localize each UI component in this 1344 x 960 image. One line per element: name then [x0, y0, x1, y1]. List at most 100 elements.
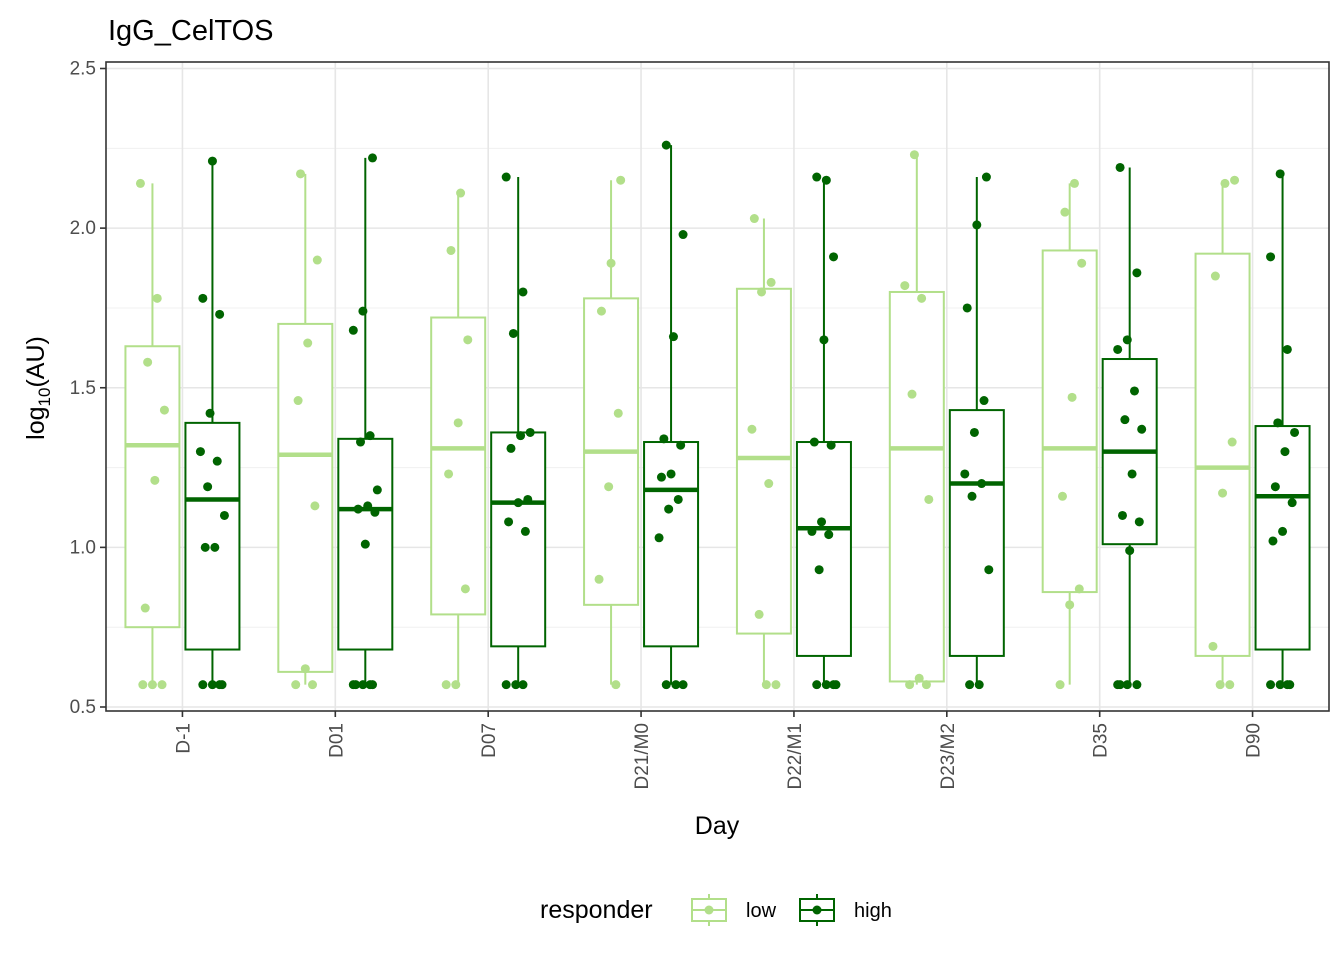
box-low-D35 [1041, 183, 1098, 685]
box-low-D90 [1194, 180, 1251, 685]
data-point [1220, 178, 1230, 188]
data-point [1122, 335, 1132, 345]
data-point [293, 396, 303, 406]
box-body [948, 409, 1005, 657]
data-point [909, 150, 919, 160]
data-point [747, 424, 757, 434]
data-point [829, 252, 839, 262]
data-point [668, 332, 678, 342]
data-point [215, 309, 225, 319]
data-point [611, 680, 621, 690]
data-point [1287, 498, 1297, 508]
box-low-D01 [277, 173, 334, 685]
data-point [921, 680, 931, 690]
data-point [962, 303, 972, 313]
data-point [520, 526, 530, 536]
legend-title: responder [540, 896, 653, 924]
data-point [501, 172, 511, 182]
data-point [613, 408, 623, 418]
legend-label-low: low [746, 900, 777, 922]
box-low-D-1 [124, 183, 181, 685]
legend-key-point [812, 905, 822, 915]
data-point [984, 565, 994, 575]
data-point [368, 153, 378, 163]
data-point [504, 517, 514, 527]
data-point [370, 507, 380, 517]
data-point [365, 680, 375, 690]
data-point [981, 172, 991, 182]
y-tick-label: 2.0 [70, 218, 96, 239]
data-point [659, 434, 669, 444]
data-point [965, 680, 975, 690]
data-point [656, 472, 666, 482]
data-point [661, 140, 671, 150]
y-axis-title-rest: (AU) [22, 336, 50, 387]
data-point [312, 255, 322, 265]
y-tick-label: 1.5 [70, 378, 96, 399]
data-point [444, 469, 454, 479]
box-body [490, 431, 547, 648]
box-low-D07 [430, 193, 487, 685]
data-point [977, 479, 987, 489]
data-point [1266, 680, 1276, 690]
data-point [1069, 178, 1079, 188]
box-body [124, 345, 181, 629]
data-point [829, 680, 839, 690]
data-point [764, 479, 774, 489]
data-point [207, 680, 217, 690]
data-point [1132, 268, 1142, 278]
data-point [616, 175, 626, 185]
data-point [1065, 600, 1075, 610]
data-point [525, 427, 535, 437]
data-point [676, 440, 686, 450]
data-point [1270, 482, 1280, 492]
data-point [817, 517, 827, 527]
data-point [198, 680, 208, 690]
box-high-D35 [1101, 167, 1158, 685]
data-point [1278, 526, 1288, 536]
legend-key-point [704, 905, 714, 915]
data-point [198, 293, 208, 303]
data-point [353, 504, 363, 514]
data-point [1280, 447, 1290, 457]
data-point [511, 680, 521, 690]
data-point [358, 306, 368, 316]
x-tick-label: D21/M0 [632, 723, 653, 790]
data-point [1067, 392, 1077, 402]
box-body [888, 290, 945, 683]
data-point [1275, 169, 1285, 179]
data-point [1115, 162, 1125, 172]
data-point [1137, 424, 1147, 434]
data-point [1055, 680, 1065, 690]
box-high-D07 [490, 177, 547, 685]
box-body [1041, 249, 1098, 594]
data-point [671, 680, 681, 690]
data-point [1275, 680, 1285, 690]
data-point [291, 680, 301, 690]
panel-border [105, 61, 1330, 712]
data-point [358, 680, 368, 690]
data-point [300, 664, 310, 674]
data-point [363, 501, 373, 511]
data-point [905, 680, 915, 690]
data-point [666, 469, 676, 479]
data-point [924, 494, 934, 504]
y-axis-title: log10(AU) [22, 336, 54, 440]
data-point [147, 680, 157, 690]
box-high-D23/M2 [948, 177, 1005, 685]
y-tick-label: 2.5 [70, 59, 96, 80]
data-point [678, 230, 688, 240]
x-tick-label: D90 [1244, 723, 1265, 758]
data-point [596, 306, 606, 316]
series-low [124, 150, 1251, 690]
data-point [135, 178, 145, 188]
box-high-D22/M1 [795, 177, 852, 685]
data-point [157, 680, 167, 690]
x-axis: D-1 D01 D07 D21/M0 D22/M1 D23/M2 D35 D90 [173, 711, 1265, 790]
data-point [219, 510, 229, 520]
data-point [1134, 517, 1144, 527]
data-point [453, 418, 463, 428]
data-point [1225, 680, 1235, 690]
box-body [184, 421, 241, 651]
data-point [661, 680, 671, 690]
